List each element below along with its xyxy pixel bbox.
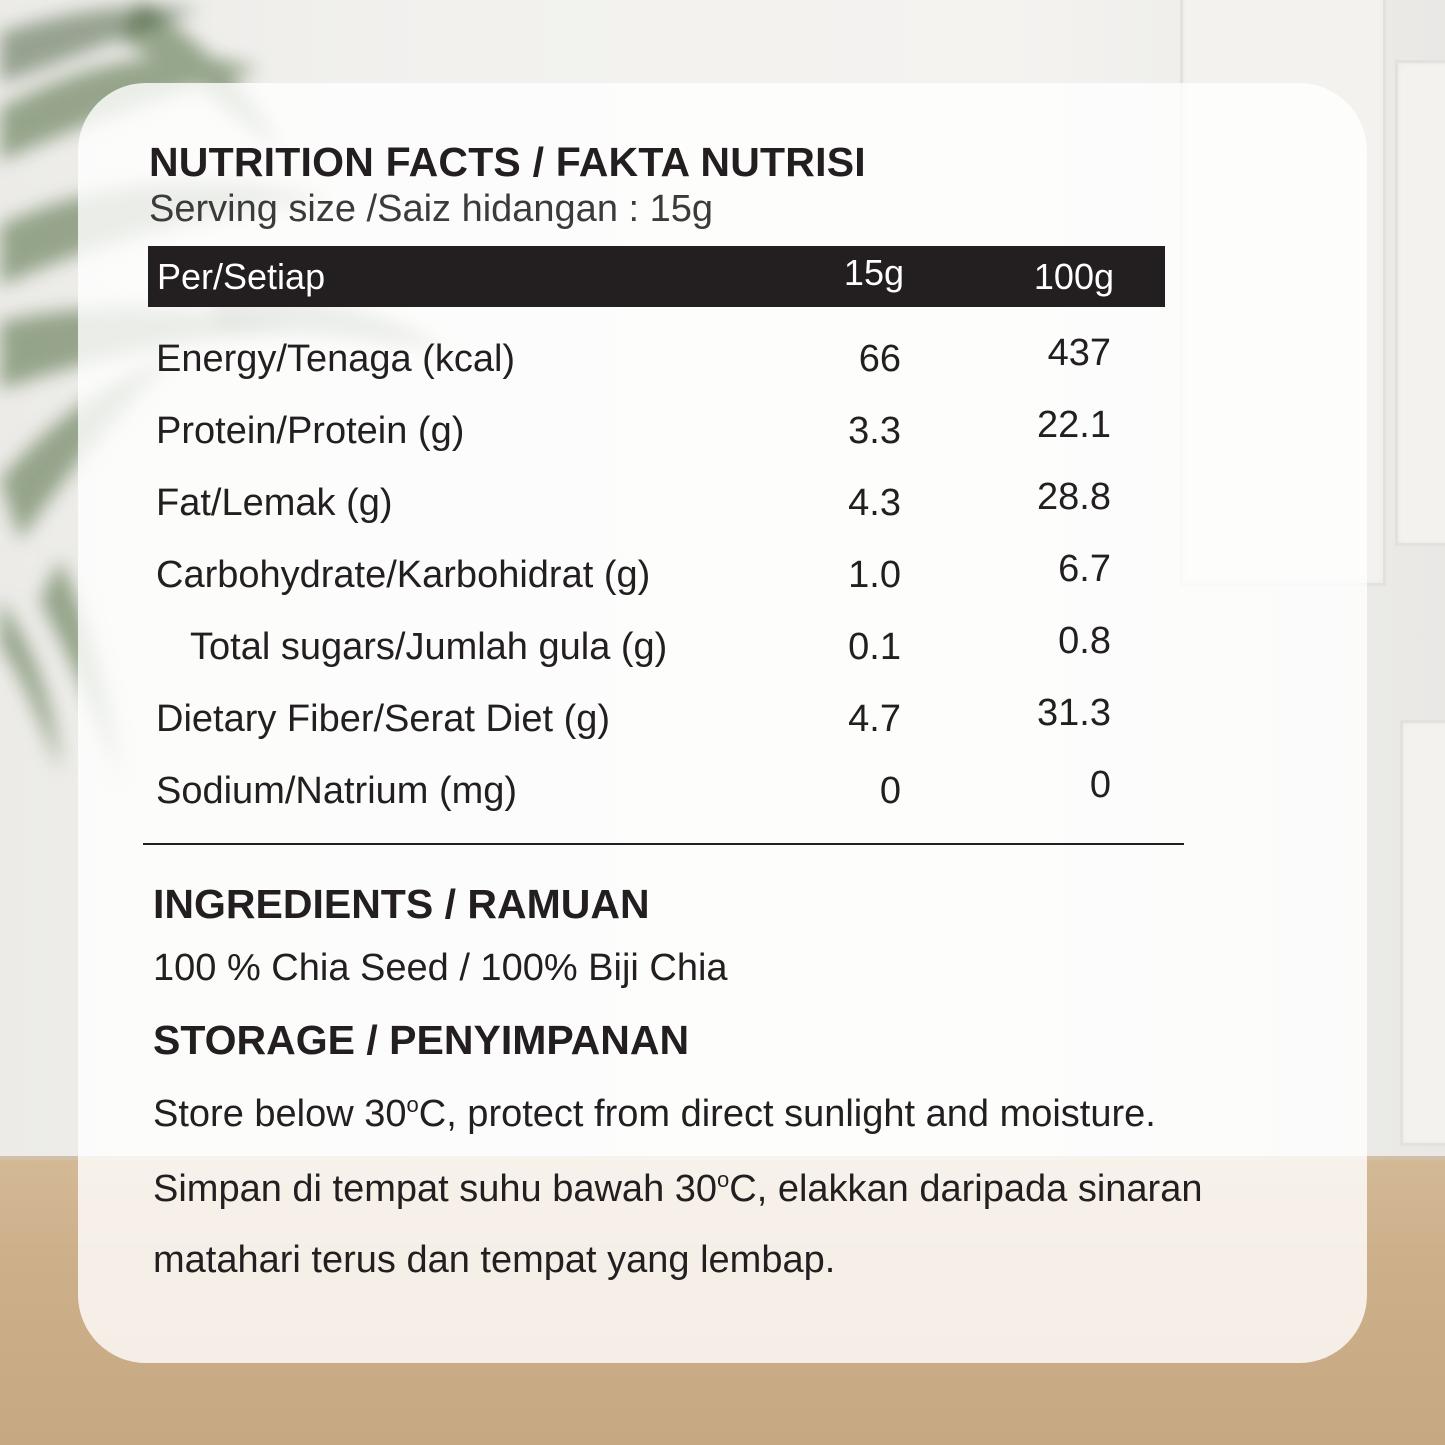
divider: [143, 843, 1184, 845]
nutrient-row: Energy/Tenaga (kcal) 66 437: [0, 332, 1445, 398]
nutrient-value-100g: 437: [1047, 332, 1111, 374]
nutrient-row: Sodium/Natrium (mg) 0 0: [0, 764, 1445, 830]
header-col-100g: 100g: [1033, 256, 1114, 297]
table-header: Per/Setiap 15g 100g: [148, 246, 1165, 307]
nutrition-title: NUTRITION FACTS / FAKTA NUTRISI: [149, 139, 866, 185]
nutrient-value-100g: 31.3: [1037, 692, 1111, 734]
ingredients-text: 100 % Chia Seed / 100% Biji Chia: [153, 947, 728, 989]
nutrient-value-100g: 28.8: [1037, 476, 1111, 518]
wall-panel: [1400, 720, 1445, 1146]
nutrient-value-100g: 22.1: [1037, 404, 1111, 446]
nutrient-label: Energy/Tenaga (kcal): [156, 338, 516, 380]
storage-text-en-part1: Store below 30: [153, 1093, 407, 1135]
ingredients-heading: INGREDIENTS / RAMUAN: [153, 881, 650, 927]
storage-text-ms: Simpan di tempat suhu bawah 30oC, elakka…: [153, 1167, 1202, 1211]
nutrient-value-15g: 66: [858, 338, 901, 380]
storage-text-ms-line2: matahari terus dan tempat yang lembap.: [153, 1239, 836, 1281]
storage-text-ms-part1: Simpan di tempat suhu bawah 30: [153, 1168, 718, 1210]
nutrient-value-15g: 4.7: [848, 698, 901, 740]
nutrient-value-15g: 4.3: [848, 482, 901, 524]
degree-mark: o: [717, 1167, 730, 1192]
nutrient-row: Total sugars/Jumlah gula (g) 0.1 0.8: [0, 620, 1445, 686]
nutrient-value-15g: 3.3: [848, 410, 901, 452]
header-label: Per/Setiap: [157, 256, 326, 297]
storage-heading: STORAGE / PENYIMPANAN: [153, 1017, 690, 1063]
serving-size: Serving size /Saiz hidangan : 15g: [149, 188, 714, 230]
nutrient-row: Dietary Fiber/Serat Diet (g) 4.7 31.3: [0, 692, 1445, 758]
storage-text-en: Store below 30oC, protect from direct su…: [153, 1092, 1156, 1136]
nutrient-value-100g: 6.7: [1058, 548, 1111, 590]
storage-text-en-part2: C, protect from direct sunlight and mois…: [418, 1093, 1156, 1135]
nutrient-value-15g: 1.0: [848, 554, 901, 596]
nutrient-row: Protein/Protein (g) 3.3 22.1: [0, 404, 1445, 470]
nutrient-label: Sodium/Natrium (mg): [156, 770, 518, 812]
nutrient-label: Carbohydrate/Karbohidrat (g): [156, 554, 651, 596]
nutrient-row: Fat/Lemak (g) 4.3 28.8: [0, 476, 1445, 542]
nutrient-value-15g: 0.1: [848, 626, 901, 668]
nutrient-row: Carbohydrate/Karbohidrat (g) 1.0 6.7: [0, 548, 1445, 614]
nutrient-value-100g: 0.8: [1058, 620, 1111, 662]
nutrient-value-15g: 0: [879, 770, 901, 812]
degree-mark: o: [406, 1092, 419, 1117]
nutrient-value-100g: 0: [1089, 764, 1111, 806]
nutrient-label: Total sugars/Jumlah gula (g): [190, 626, 668, 668]
nutrient-label: Dietary Fiber/Serat Diet (g): [156, 698, 611, 740]
nutrient-label: Protein/Protein (g): [156, 410, 465, 452]
nutrient-label: Fat/Lemak (g): [156, 482, 393, 524]
storage-text-ms-part2: C, elakkan daripada sinaran: [729, 1168, 1203, 1210]
wall-panel: [1395, 60, 1445, 546]
header-col-15g: 15g: [843, 252, 904, 293]
